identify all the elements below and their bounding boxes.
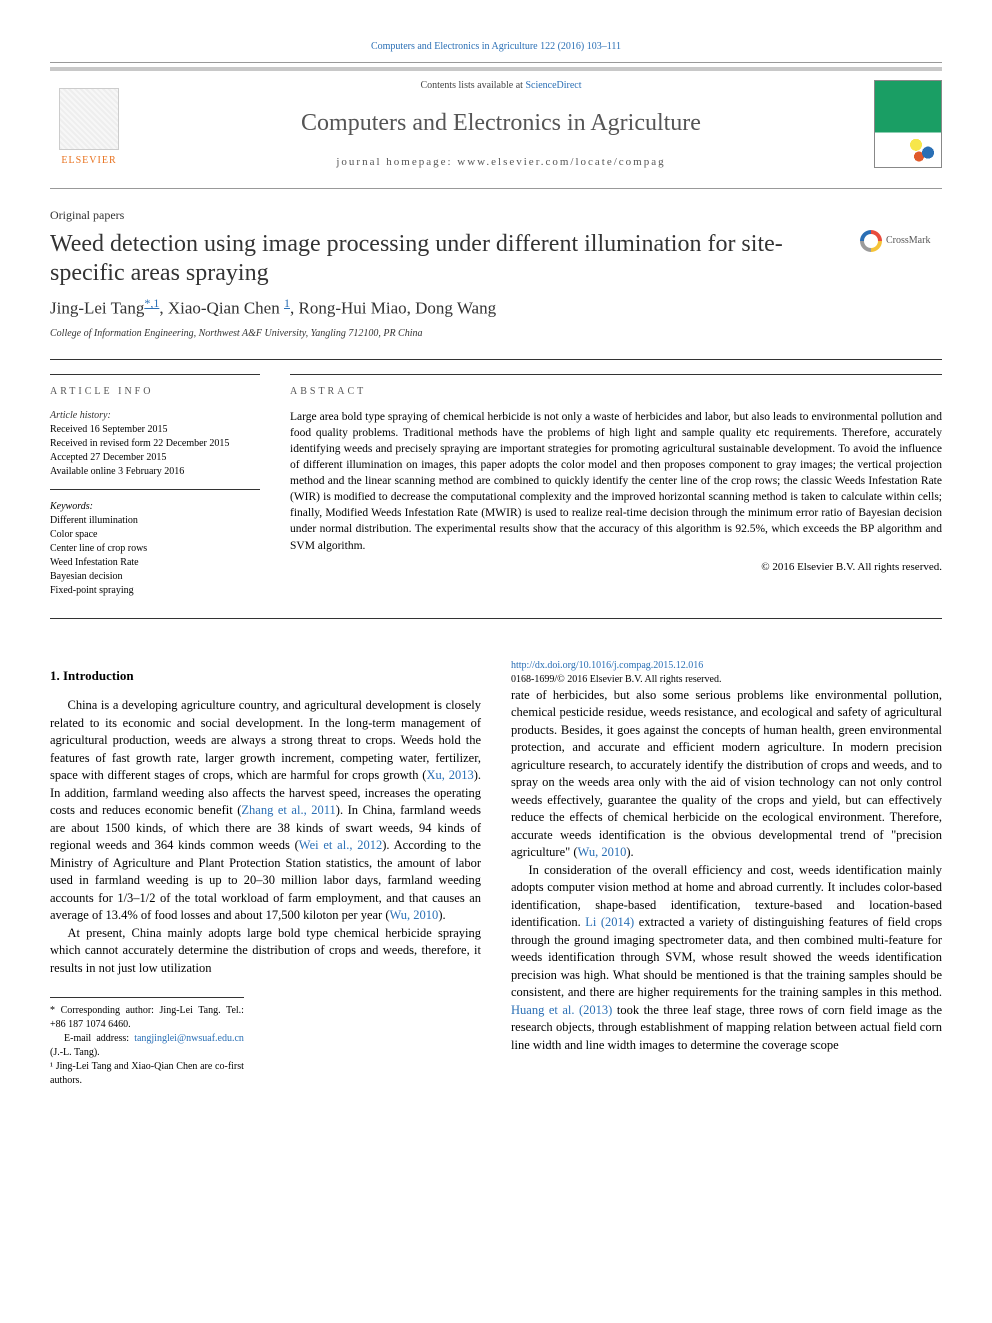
sciencedirect-link[interactable]: ScienceDirect xyxy=(525,80,581,91)
keywords-label: Keywords: xyxy=(50,500,260,514)
elsevier-logo: ELSEVIER xyxy=(50,80,128,168)
doi-link[interactable]: http://dx.doi.org/10.1016/j.compag.2015.… xyxy=(511,660,703,671)
running-citation: Computers and Electronics in Agriculture… xyxy=(50,40,942,54)
publisher-name: ELSEVIER xyxy=(61,154,116,168)
paragraph: China is a developing agriculture countr… xyxy=(50,697,481,925)
footnotes: * Corresponding author: Jing-Lei Tang. T… xyxy=(50,997,244,1088)
homepage-line: journal homepage: www.elsevier.com/locat… xyxy=(128,155,874,170)
article-info-header: article info xyxy=(50,374,260,399)
keyword: Fixed-point spraying xyxy=(50,584,260,598)
contents-prefix: Contents lists available at xyxy=(420,80,525,91)
citation-link[interactable]: Zhang et al., 2011 xyxy=(241,803,335,817)
cofirst-footnote: ¹ Jing-Lei Tang and Xiao-Qian Chen are c… xyxy=(50,1060,244,1088)
article-type: Original papers xyxy=(50,207,942,224)
paragraph: In consideration of the overall efficien… xyxy=(511,862,942,1055)
elsevier-tree-icon xyxy=(59,88,119,150)
journal-name: Computers and Electronics in Agriculture xyxy=(128,107,874,141)
citation-link[interactable]: Li (2014) xyxy=(585,915,634,929)
abstract-copyright: © 2016 Elsevier B.V. All rights reserved… xyxy=(290,560,942,575)
crossmark-label: CrossMark xyxy=(886,234,930,248)
citation-link[interactable]: Wu, 2010 xyxy=(390,908,439,922)
paragraph: rate of herbicides, but also some seriou… xyxy=(511,687,942,862)
date-online: Available online 3 February 2016 xyxy=(50,465,260,479)
citation-link[interactable]: Wu, 2010 xyxy=(578,845,627,859)
abstract-text: Large area bold type spraying of chemica… xyxy=(290,409,942,554)
email-tail: (J.-L. Tang). xyxy=(50,1047,100,1058)
journal-homepage[interactable]: www.elsevier.com/locate/compag xyxy=(457,156,665,168)
issn-copyright: 0168-1699/© 2016 Elsevier B.V. All right… xyxy=(511,673,942,687)
keyword: Weed Infestation Rate xyxy=(50,556,260,570)
contents-line: Contents lists available at ScienceDirec… xyxy=(128,79,874,93)
affiliation: College of Information Engineering, Nort… xyxy=(50,327,942,341)
citation-link[interactable]: Wei et al., 2012 xyxy=(299,838,382,852)
corresponding-mark[interactable]: *,1 xyxy=(144,296,159,310)
history-label: Article history: xyxy=(50,409,260,423)
keyword: Color space xyxy=(50,528,260,542)
author-name: , Rong-Hui Miao, Dong Wang xyxy=(290,299,496,318)
author-name: , Xiao-Qian Chen xyxy=(159,299,279,318)
author-name: Jing-Lei Tang xyxy=(50,299,144,318)
crossmark-icon xyxy=(860,230,882,252)
body-text: 1. Introduction China is a developing ag… xyxy=(50,659,942,1088)
divider xyxy=(50,62,942,63)
email-label: E-mail address: xyxy=(64,1033,134,1044)
authors: Jing-Lei Tang*,1, Xiao-Qian Chen 1, Rong… xyxy=(50,295,942,320)
article-title: Weed detection using image processing un… xyxy=(50,230,860,288)
date-received: Received 16 September 2015 xyxy=(50,423,260,437)
abstract-header: abstract xyxy=(290,374,942,399)
date-revised: Received in revised form 22 December 201… xyxy=(50,437,260,451)
doi-block: http://dx.doi.org/10.1016/j.compag.2015.… xyxy=(511,659,942,687)
corresponding-footnote: * Corresponding author: Jing-Lei Tang. T… xyxy=(50,1004,244,1032)
journal-header: ELSEVIER Contents lists available at Sci… xyxy=(50,67,942,189)
paragraph: At present, China mainly adopts large bo… xyxy=(50,925,481,978)
crossmark-badge[interactable]: CrossMark xyxy=(860,230,942,252)
divider xyxy=(50,359,942,360)
citation-link[interactable]: Huang et al. (2013) xyxy=(511,1003,612,1017)
date-accepted: Accepted 27 December 2015 xyxy=(50,451,260,465)
section-heading: 1. Introduction xyxy=(50,667,481,685)
journal-cover-thumbnail xyxy=(874,80,942,168)
citation-link[interactable]: Xu, 2013 xyxy=(426,768,473,782)
keyword: Different illumination xyxy=(50,514,260,528)
keyword: Center line of crop rows xyxy=(50,542,260,556)
email-link[interactable]: tangjinglei@nwsuaf.edu.cn xyxy=(134,1033,244,1044)
divider xyxy=(50,618,942,619)
keyword: Bayesian decision xyxy=(50,570,260,584)
